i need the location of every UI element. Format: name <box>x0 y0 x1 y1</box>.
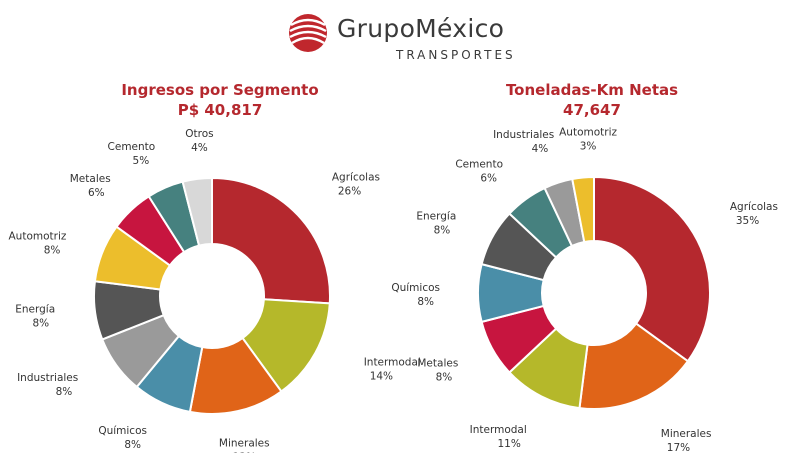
donut-right-slice-agricolas <box>593 175 711 363</box>
donut-right-value-industriales: 4% <box>532 143 549 155</box>
donut-left-label-quimicos: Químicos <box>98 425 147 437</box>
donut-left-value-industriales: 8% <box>56 386 73 398</box>
donut-left-label-otros: Otros <box>185 128 213 140</box>
donut-left-slice-otros <box>181 176 213 247</box>
donut-right-value-metales: 8% <box>436 371 453 383</box>
donut-right-label-agricolas: Agrícolas <box>730 201 778 213</box>
donut-left-value-otros: 4% <box>191 142 208 154</box>
donut-right-label-minerales: Minerales <box>661 428 712 440</box>
donut-right-label-quimicos: Químicos <box>391 282 440 294</box>
donut-left-value-intermodal: 14% <box>370 370 393 382</box>
chart-right-title: Toneladas-Km Netas <box>505 81 679 99</box>
donut-right-label-industriales: Industriales <box>493 129 554 141</box>
donut-right-label-cemento: Cemento <box>455 158 503 170</box>
donut-left-value-cemento: 5% <box>133 155 150 167</box>
donut-right-value-automotriz: 3% <box>580 141 597 153</box>
chart-right-total: 47,647 <box>563 101 621 119</box>
brand-name: GrupoMéxico <box>337 14 505 43</box>
donut-right-value-cemento: 6% <box>480 172 497 184</box>
donut-right-label-energia: Energía <box>416 211 456 223</box>
donut-left-value-automotriz: 8% <box>44 245 61 257</box>
chart-left-total: P$ 40,817 <box>177 101 263 119</box>
donut-left-slice-agricolas <box>211 176 331 305</box>
donut-left-label-minerales: Minerales <box>219 437 270 449</box>
donut-left-label-cemento: Cemento <box>108 141 156 153</box>
donut-right-label-intermodal: Intermodal <box>470 424 527 436</box>
donut-right-value-quimicos: 8% <box>417 296 434 308</box>
donut-left-value-metales: 6% <box>88 187 105 199</box>
donut-left-value-quimicos: 8% <box>124 439 141 451</box>
donut-left-label-metales: Metales <box>70 173 111 185</box>
donut-right-value-minerales: 17% <box>667 442 690 453</box>
donut-left-label-industriales: Industriales <box>17 372 78 384</box>
header: GrupoMéxico TRANSPORTES <box>0 0 800 70</box>
donut-left-label-energia: Energía <box>15 304 55 316</box>
chart-left-title-block: Ingresos por Segmento P$ 40,817 <box>90 80 350 120</box>
donut-right-value-intermodal: 11% <box>497 438 520 450</box>
donut-left-value-minerales: 13% <box>233 451 256 453</box>
donut-right-label-metales: Metales <box>417 357 458 369</box>
donut-left-label-intermodal: Intermodal <box>364 356 421 368</box>
chart-left-title: Ingresos por Segmento <box>121 81 319 99</box>
donut-right-value-energia: 8% <box>434 225 451 237</box>
grupo-mexico-logo-icon <box>289 14 327 52</box>
donut-right-label-automotriz: Automotriz <box>559 127 617 139</box>
donut-left-value-agricolas: 26% <box>338 186 361 198</box>
chart-right-title-block: Toneladas-Km Netas 47,647 <box>462 80 722 120</box>
donut-right-value-agricolas: 35% <box>736 215 759 227</box>
donut-left-label-automotriz: Automotriz <box>8 231 66 243</box>
donut-left-label-agricolas: Agrícolas <box>332 172 380 184</box>
brand-subtitle: TRANSPORTES <box>396 48 516 62</box>
donut-right-slice-automotriz <box>571 175 595 244</box>
donut-left-value-energia: 8% <box>32 318 49 330</box>
